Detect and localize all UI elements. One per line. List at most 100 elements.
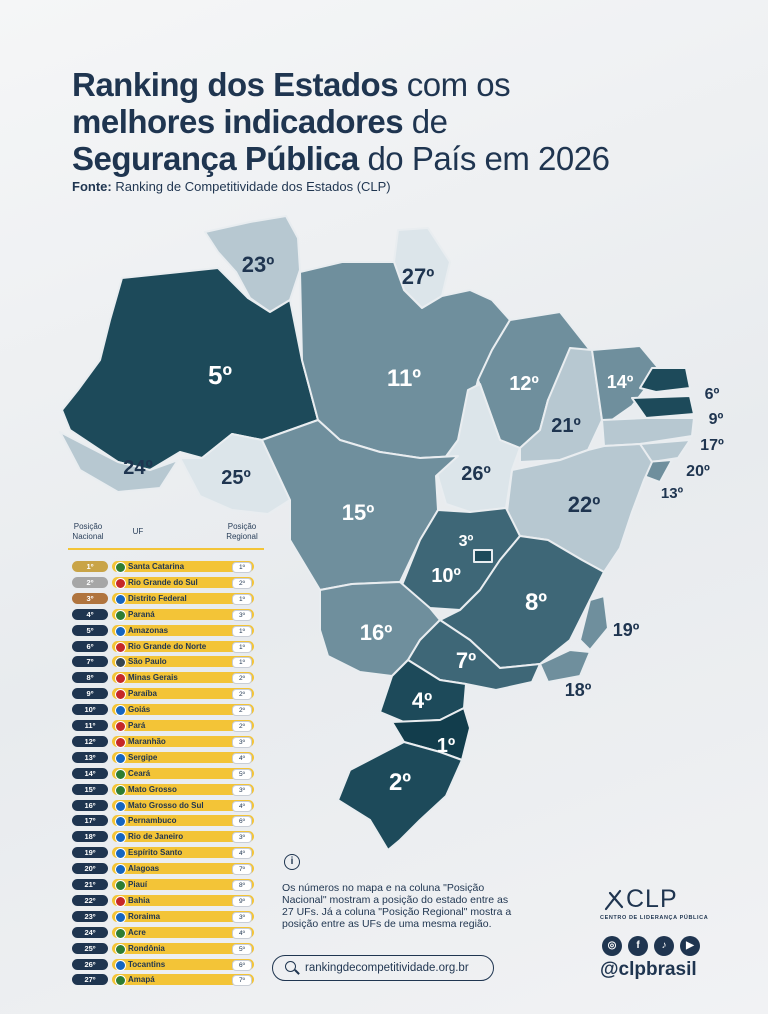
national-position: 14º	[72, 767, 108, 779]
clp-logo-mark	[604, 889, 624, 911]
row-bar	[112, 815, 254, 827]
instagram-icon[interactable]: ◎	[602, 936, 622, 956]
state-name: Paraíba	[128, 689, 157, 699]
regional-position: 2º	[232, 577, 252, 589]
state-name: Bahia	[128, 895, 150, 905]
state-flag-icon	[115, 927, 126, 939]
table-row: 21º Piauí 8º	[72, 879, 262, 891]
table-divider	[68, 548, 264, 550]
state-name: Alagoas	[128, 864, 160, 874]
state-flag-icon	[115, 736, 126, 748]
state-flag-icon	[115, 880, 126, 891]
national-position: 13º	[72, 751, 108, 763]
source-label: Fonte:	[72, 179, 112, 194]
row-bar	[112, 783, 254, 795]
map-label-para: 11º	[387, 365, 421, 392]
map-label-df: 3º	[459, 533, 474, 550]
row-bar	[112, 767, 254, 779]
row-bar	[112, 656, 254, 668]
row-bar	[112, 561, 254, 572]
national-position: 20º	[72, 863, 108, 875]
info-text: Os números no mapa e na coluna "Posição …	[282, 882, 512, 930]
state-flag-icon	[115, 816, 126, 828]
state-flag-icon	[115, 959, 126, 971]
source-line: Fonte: Ranking de Competitividade dos Es…	[72, 179, 391, 194]
state-name: Tocantins	[128, 959, 166, 969]
state-name: Amapá	[128, 975, 155, 985]
state-flag-icon	[115, 673, 126, 685]
regional-position: 6º	[232, 816, 252, 828]
state-name: Piauí	[128, 880, 148, 889]
state-name: Minas Gerais	[128, 673, 178, 683]
map-label-roraima: 23º	[242, 252, 275, 277]
map-label-goias: 10º	[431, 565, 461, 587]
table-row: 9º Paraíba 2º	[72, 688, 262, 701]
regional-position: 5º	[232, 943, 252, 955]
state-flag-icon	[115, 625, 126, 637]
national-position: 5º	[72, 624, 108, 636]
row-bar	[112, 799, 254, 811]
state-flag-icon	[115, 848, 126, 860]
state-name: Sergipe	[128, 752, 158, 762]
map-label-parana: 4º	[412, 688, 432, 713]
row-bar	[112, 704, 254, 716]
col-head-regional: Posição Regional	[226, 522, 258, 541]
logo-text: CLP	[626, 885, 678, 913]
state-flag-icon	[115, 705, 126, 717]
table-row: 4º Paraná 3º	[72, 608, 262, 621]
map-label-tocantins: 26º	[461, 463, 491, 485]
regional-position: 3º	[232, 784, 252, 796]
table-row: 17º Pernambuco 6º	[72, 815, 262, 828]
state-name: Pernambuco	[128, 816, 177, 826]
regional-position: 1º	[232, 593, 252, 605]
state-flag-icon	[115, 784, 126, 796]
state-name: Mato Grosso do Sul	[128, 800, 204, 810]
national-position: 2º	[72, 576, 108, 588]
row-bar	[112, 926, 254, 938]
state-flag-icon	[115, 943, 126, 955]
map-label-santa-catarina: 1º	[437, 735, 455, 757]
state-flag-icon	[115, 832, 126, 844]
regional-position: 1º	[232, 641, 252, 653]
state-minas-gerais	[439, 535, 605, 669]
col-head-uf: UF	[132, 527, 144, 536]
search-icon	[285, 961, 296, 972]
row-bar	[112, 879, 254, 890]
social-handle[interactable]: @clpbrasil	[600, 959, 697, 980]
state-flag-icon	[115, 975, 126, 987]
national-position: 16º	[72, 799, 108, 811]
row-bar	[112, 958, 254, 970]
table-row: 12º Maranhão 3º	[72, 735, 262, 748]
facebook-icon[interactable]: f	[628, 936, 648, 956]
row-bar	[112, 576, 254, 588]
state-flag-icon	[115, 911, 126, 923]
table-row: 2º Rio Grande do Sul 2º	[72, 576, 262, 589]
map-label-ceara: 14º	[607, 372, 634, 392]
state-name: Roraima	[128, 911, 161, 921]
row-bar	[112, 847, 254, 859]
state-name: Espírito Santo	[128, 848, 183, 858]
state-flag-icon	[115, 752, 126, 764]
table-row: 6º Rio Grande do Norte 1º	[72, 640, 262, 653]
state-name: Rio Grande do Sul	[128, 577, 198, 587]
table-row: 22º Bahia 9º	[72, 894, 262, 907]
table-row: 18º Rio de Janeiro 3º	[72, 831, 262, 844]
table-row: 15º Mato Grosso 3º	[72, 783, 262, 796]
national-position: 23º	[72, 910, 108, 922]
title-regular-2: de	[403, 103, 448, 140]
table-row: 5º Amazonas 1º	[72, 624, 262, 637]
national-position: 18º	[72, 831, 108, 843]
state-name: São Paulo	[128, 657, 167, 667]
regional-position: 2º	[232, 705, 252, 717]
logo-subtitle: CENTRO DE LIDERANÇA PÚBLICA	[600, 915, 709, 921]
state-name: Acre	[128, 927, 146, 937]
national-position: 24º	[72, 926, 108, 938]
youtube-icon[interactable]: ▶	[680, 936, 700, 956]
national-position: 27º	[72, 974, 108, 986]
tiktok-icon[interactable]: ♪	[654, 936, 674, 956]
website-text: rankingdecompetitividade.org.br	[305, 962, 469, 974]
website-link[interactable]: rankingdecompetitividade.org.br	[272, 955, 494, 981]
row-bar	[112, 592, 254, 604]
state-flag-icon	[115, 657, 126, 669]
national-position: 4º	[72, 608, 108, 620]
